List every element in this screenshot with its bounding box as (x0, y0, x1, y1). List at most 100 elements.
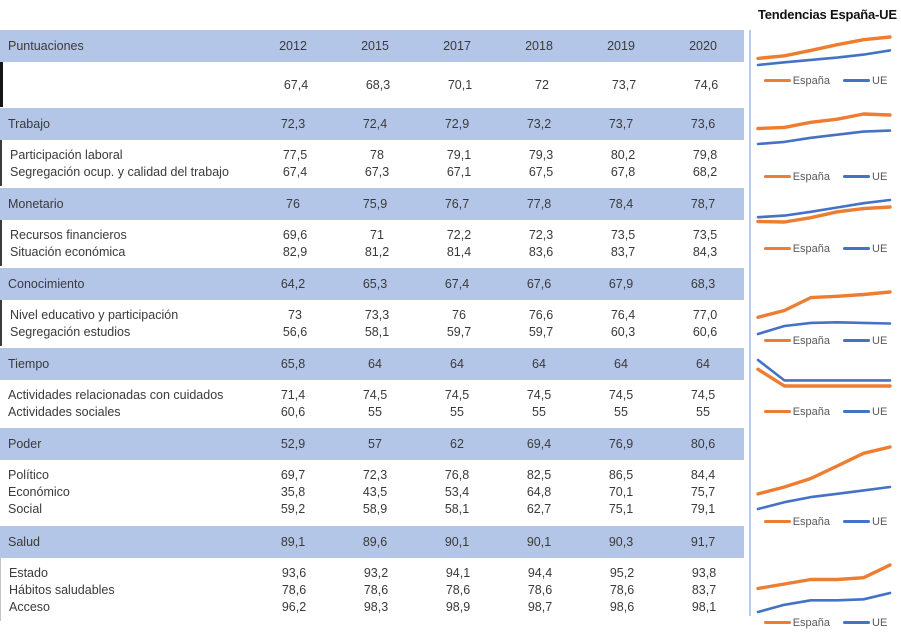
trend-legend-trabajo: España UE (750, 170, 901, 183)
trend-chart-poder (756, 445, 892, 511)
domain-label: Poder (8, 437, 42, 451)
score-cell: 64 (614, 357, 628, 371)
subindicator-row: Recursos financieros 69,6 71 72,2 72,3 73,5 73… (2, 226, 744, 243)
score-cell: 84,3 (692, 244, 718, 259)
row-label: Segregación ocup. y calidad del trabajo (10, 164, 229, 179)
score-cell: 78,6 (445, 582, 471, 597)
ue-line-swatch (843, 175, 871, 178)
score-cell: 81,2 (364, 244, 390, 259)
trend-chart-monetario (756, 198, 892, 224)
ue-trend-line (756, 320, 892, 336)
table-right-divider (749, 30, 751, 616)
score-cell: 62,7 (526, 501, 552, 516)
score-cell: 78 (370, 147, 384, 162)
ue-line-swatch (843, 247, 871, 250)
score-cell: 55 (696, 404, 710, 419)
domain-label: Tiempo (8, 357, 50, 371)
score-cell: 80,2 (610, 147, 636, 162)
score-cell: 64 (368, 357, 382, 371)
trend-legend-salud: España UE (750, 616, 901, 629)
subindicator-row: Situación económica 82,9 81,2 81,4 83,6 83,7 8… (2, 243, 744, 260)
score-cell: 98,1 (691, 599, 717, 614)
legend-ue-label: UE (872, 334, 888, 347)
score-cell: 84,4 (690, 467, 716, 482)
score-cell: 72 (535, 77, 549, 92)
score-cell: 68,3 (690, 277, 716, 291)
score-cell: 73,5 (610, 227, 636, 242)
score-cell: 76,4 (610, 307, 636, 322)
score-cell: 78,6 (363, 582, 389, 597)
espana-line-swatch (763, 78, 791, 83)
score-cell: 82,9 (282, 244, 308, 259)
espana-trend-line (756, 205, 892, 224)
score-cell: 67,4 (282, 164, 308, 179)
score-cell: 73,5 (692, 227, 718, 242)
legend-ue-label: UE (872, 74, 888, 87)
subindicator-section-salud: Estado 93,6 93,2 94,1 94,4 95,2 93,8 Hábitos sa… (0, 558, 744, 621)
score-cell: 90,3 (608, 535, 634, 549)
score-cell: 68,3 (365, 77, 391, 92)
score-cell: 79,8 (692, 147, 718, 162)
score-cell: 72,3 (528, 227, 554, 242)
score-cell: 69,4 (526, 437, 552, 451)
ue-line-swatch (843, 621, 871, 624)
score-cell: 78,4 (608, 197, 634, 211)
trend-chart-salud (756, 563, 892, 614)
subindicator-row: Estado 93,6 93,2 94,1 94,4 95,2 93,8 (1, 564, 744, 581)
subindicator-row: Nivel educativo y participación 73 73,3 76 7… (2, 306, 744, 323)
subindicator-row: Acceso 96,2 98,3 98,9 98,7 98,6 98,1 (1, 598, 744, 615)
row-label: Hábitos saludables (9, 582, 115, 597)
subindicator-row: Segregación estudios 56,6 58,1 59,7 59,7 60,3… (2, 323, 744, 340)
score-cell: 43,5 (362, 484, 388, 499)
legend-ue-label: UE (872, 405, 888, 418)
subindicator-row: Actividades sociales 60,6 55 55 55 55 55 (0, 403, 744, 420)
domain-band-trabajo: Trabajo 72,3 72,4 72,9 73,2 73,7 73,6 (0, 108, 744, 140)
score-cell: 70,1 (608, 484, 634, 499)
score-cell: 74,5 (526, 387, 552, 402)
legend-espana-label: España (792, 242, 831, 255)
score-cell: 58,1 (444, 501, 470, 516)
score-cell: 73 (288, 307, 302, 322)
subindicator-row: Actividades relacionadas con cuidados 71,… (0, 386, 744, 403)
subindicator-section-trabajo: Participación laboral 77,5 78 79,1 79,3 80,2 7… (0, 140, 744, 186)
table-title: Puntuaciones (8, 39, 84, 53)
year-column-header: 2018 (525, 39, 553, 53)
score-cell: 96,2 (281, 599, 307, 614)
espana-trend-line (756, 563, 892, 591)
score-cell: 77,8 (526, 197, 552, 211)
score-cell: 69,7 (280, 467, 306, 482)
score-cell: 78,7 (690, 197, 716, 211)
trend-legend-tiempo: España UE (750, 405, 901, 418)
score-cell: 67,1 (446, 164, 472, 179)
trend-legend-puntuaciones: España UE (750, 74, 901, 87)
overall-score-row: 67,4 68,3 70,1 72 73,7 74,6 (3, 76, 744, 93)
score-cell: 98,3 (363, 599, 389, 614)
espana-trend-line (756, 112, 892, 131)
subindicator-section-conocimiento: Nivel educativo y participación 73 73,3 76 7… (0, 300, 744, 346)
ue-trend-line (756, 129, 892, 146)
row-label: Nivel educativo y participación (10, 307, 179, 322)
year-column-header: 2019 (607, 39, 635, 53)
score-cell: 76,9 (608, 437, 634, 451)
score-cell: 52,9 (280, 437, 306, 451)
score-cell: 72,2 (446, 227, 472, 242)
row-label: Estado (9, 565, 48, 580)
score-cell: 53,4 (444, 484, 470, 499)
score-cell: 81,4 (446, 244, 472, 259)
score-cell: 72,9 (444, 117, 470, 131)
espana-line-swatch (763, 338, 791, 343)
legend-ue-label: UE (872, 170, 888, 183)
espana-line-swatch (763, 620, 791, 625)
score-cell: 60,3 (610, 324, 636, 339)
espana-line-swatch (763, 519, 791, 524)
legend-espana-label: España (792, 334, 831, 347)
legend-espana-label: España (792, 616, 831, 629)
score-cell: 74,6 (693, 77, 719, 92)
score-cell: 58,9 (362, 501, 388, 516)
score-cell: 76 (452, 307, 466, 322)
score-cell: 67,3 (364, 164, 390, 179)
ue-trend-line (756, 485, 892, 511)
score-cell: 59,7 (528, 324, 554, 339)
legend-espana-label: España (792, 515, 831, 528)
score-cell: 60,6 (280, 404, 306, 419)
